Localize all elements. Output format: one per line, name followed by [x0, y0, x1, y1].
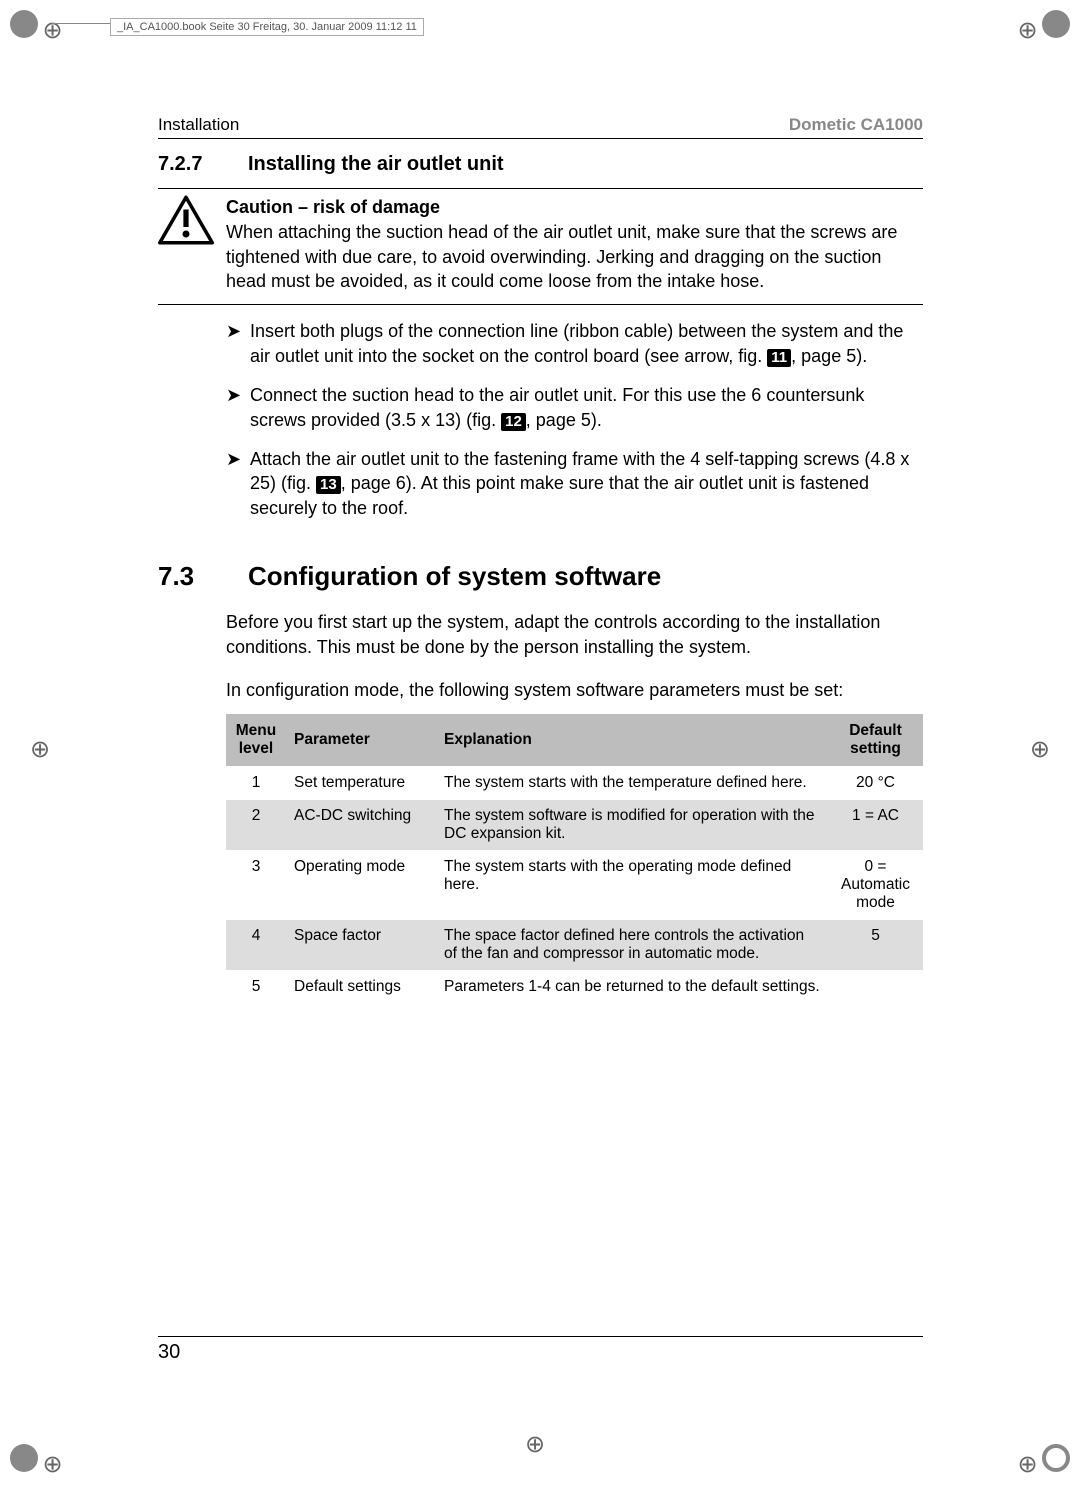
figref-12: 12	[501, 413, 526, 431]
cell-param: Default settings	[286, 970, 436, 1003]
cell-param: Set temperature	[286, 766, 436, 799]
th-menu: Menu level	[226, 714, 286, 767]
bullet-2b: , page 5).	[526, 410, 602, 430]
th-expl: Explanation	[436, 714, 828, 767]
bullet-3: Attach the air outlet unit to the fasten…	[226, 447, 923, 521]
section-number: 7.3	[158, 561, 248, 592]
page-number: 30	[158, 1336, 923, 1364]
cell-param: Operating mode	[286, 850, 436, 919]
crop-mid-right: ⊕	[1030, 735, 1050, 764]
page-content: Installation Dometic CA1000 7.2.7Install…	[158, 115, 923, 1003]
section-title: Installing the air outlet unit	[248, 153, 504, 175]
th-param: Parameter	[286, 714, 436, 767]
book-info: _IA_CA1000.book Seite 30 Freitag, 30. Ja…	[110, 18, 424, 36]
cell-menu: 5	[226, 970, 286, 1003]
table-row: 5 Default settings Parameters 1-4 can be…	[226, 970, 923, 1003]
cell-expl: The system starts with the operating mod…	[436, 850, 828, 919]
cell-menu: 3	[226, 850, 286, 919]
cell-default: 0 = Automatic mode	[828, 850, 923, 919]
cell-default: 5	[828, 919, 923, 970]
header-right: Dometic CA1000	[789, 115, 923, 135]
bullet-arrow-icon	[226, 319, 250, 369]
cell-param: AC-DC switching	[286, 799, 436, 850]
bullet-1: Insert both plugs of the connection line…	[226, 319, 923, 369]
table-row: 4 Space factor The space factor defined …	[226, 919, 923, 970]
cell-menu: 2	[226, 799, 286, 850]
caution-title: Caution – risk of damage	[226, 197, 440, 217]
cell-default: 20 °C	[828, 766, 923, 799]
cell-expl: The system software is modified for oper…	[436, 799, 828, 850]
warning-icon	[158, 195, 220, 294]
bullet-2-text: Connect the suction head to the air outl…	[250, 383, 923, 433]
config-table: Menu level Parameter Explanation Default…	[226, 714, 923, 1003]
book-info-line	[52, 23, 110, 24]
cell-expl: Parameters 1-4 can be returned to the de…	[436, 970, 828, 1003]
cell-expl: The system starts with the temperature d…	[436, 766, 828, 799]
crop-mark-br: ⊕	[1017, 1444, 1070, 1479]
bullet-arrow-icon	[226, 447, 250, 521]
crop-mark-bl: ⊕	[10, 1444, 63, 1479]
caution-body: When attaching the suction head of the a…	[226, 222, 897, 292]
running-header: Installation Dometic CA1000	[158, 115, 923, 139]
cell-param: Space factor	[286, 919, 436, 970]
cell-default: 1 = AC	[828, 799, 923, 850]
section-number: 7.2.7	[158, 153, 248, 176]
table-row: 3 Operating mode The system starts with …	[226, 850, 923, 919]
bullet-1-text: Insert both plugs of the connection line…	[250, 319, 923, 369]
cell-default	[828, 970, 923, 1003]
crop-mark-tr: ⊕	[1017, 10, 1070, 45]
crop-mid-bottom: ⊕	[525, 1430, 545, 1459]
section-7-3: 7.3Configuration of system software	[158, 561, 923, 592]
cell-menu: 1	[226, 766, 286, 799]
bullet-3-text: Attach the air outlet unit to the fasten…	[250, 447, 923, 521]
header-left: Installation	[158, 115, 239, 135]
caution-text: Caution – risk of damage When attaching …	[226, 195, 923, 294]
caution-block: Caution – risk of damage When attaching …	[158, 188, 923, 305]
cell-expl: The space factor defined here controls t…	[436, 919, 828, 970]
table-row: 2 AC-DC switching The system software is…	[226, 799, 923, 850]
bullet-arrow-icon	[226, 383, 250, 433]
section-title: Configuration of system software	[248, 561, 661, 591]
figref-13: 13	[316, 476, 341, 494]
cell-menu: 4	[226, 919, 286, 970]
th-default: Default setting	[828, 714, 923, 767]
bullet-list: Insert both plugs of the connection line…	[226, 319, 923, 521]
paragraph-1: Before you first start up the system, ad…	[226, 610, 923, 660]
table-header-row: Menu level Parameter Explanation Default…	[226, 714, 923, 767]
bullet-2: Connect the suction head to the air outl…	[226, 383, 923, 433]
table-row: 1 Set temperature The system starts with…	[226, 766, 923, 799]
crop-mark-tl: ⊕	[10, 10, 63, 45]
crop-mid-left: ⊕	[30, 735, 50, 764]
paragraph-2: In configuration mode, the following sys…	[226, 678, 923, 703]
figref-11: 11	[767, 349, 791, 367]
bullet-1b: , page 5).	[791, 346, 867, 366]
section-7-2-7: 7.2.7Installing the air outlet unit	[158, 153, 923, 176]
bullet-3b: , page 6). At this point make sure that …	[250, 473, 869, 518]
